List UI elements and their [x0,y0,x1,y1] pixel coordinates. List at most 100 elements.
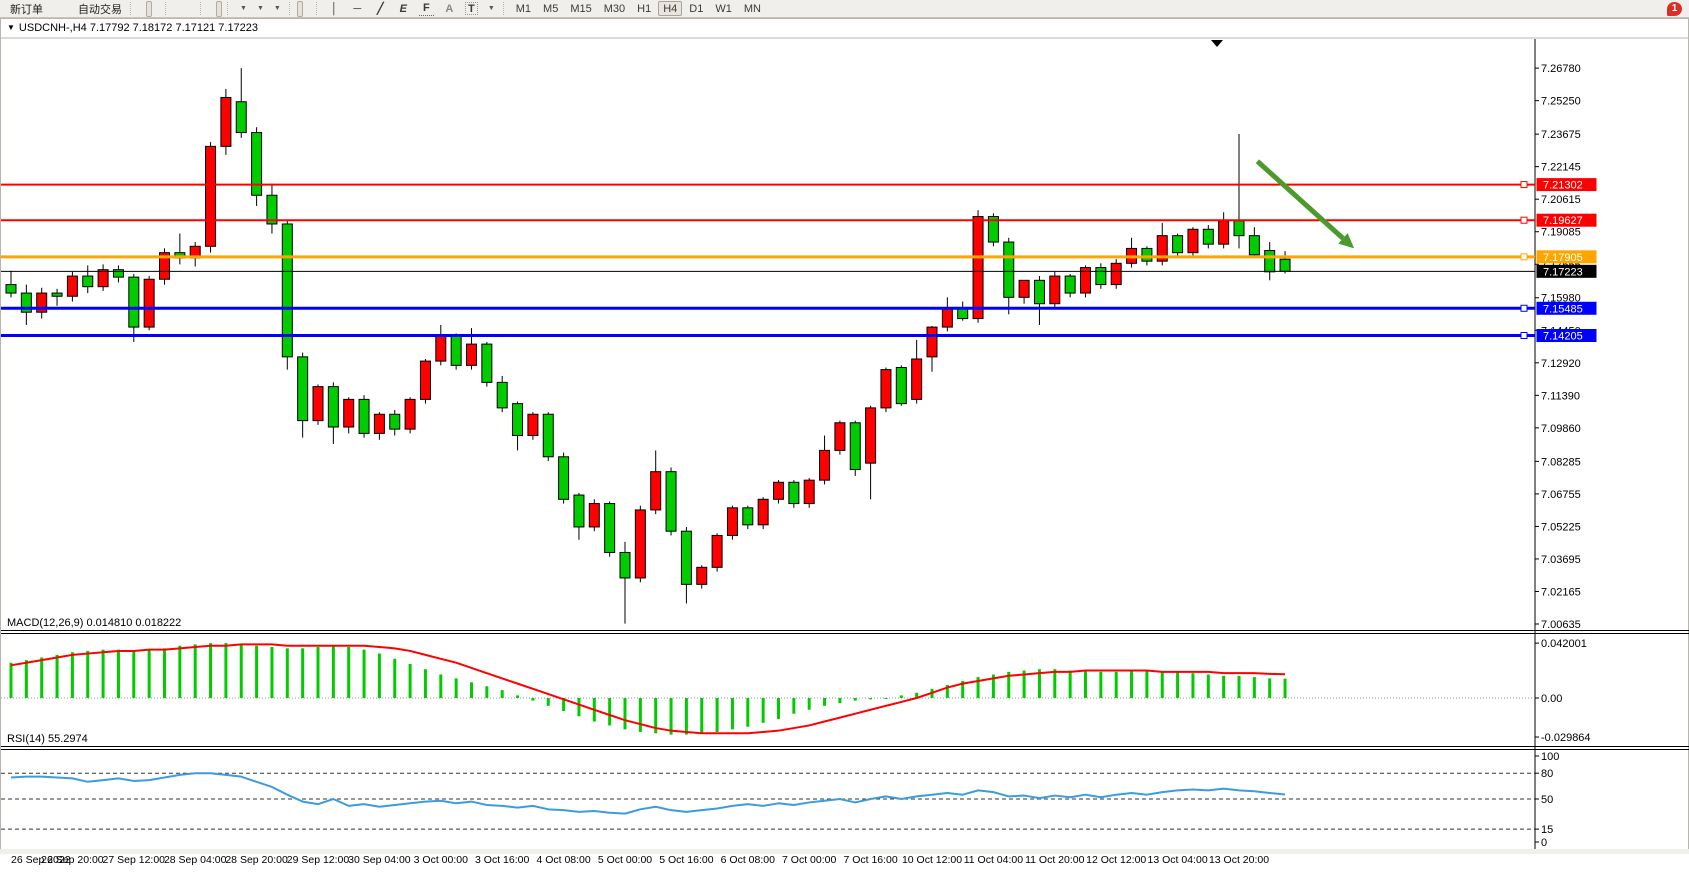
signals-button[interactable] [1,1,70,29]
candlestick-mode-button[interactable] [2,0,152,31]
rsi-tick-label: 50 [1541,794,1553,806]
zoom-out-button[interactable] [1,1,187,32]
auto-trading-button[interactable]: 自动交易 [0,1,125,33]
timeframe-button-w1[interactable]: W1 [715,2,732,15]
horizontal-line-tool-button[interactable]: ─ [347,1,368,17]
candle-body [1033,279,1045,305]
timeframe-button-m15[interactable]: M15 [570,2,592,15]
macd-bar [147,649,151,698]
periods-button[interactable]: ▼ [1,1,267,32]
macd-bar [270,647,274,698]
macd-bar [439,674,443,698]
time-axis-label: 6 Oct 08:00 [721,854,775,866]
svg-text:7.14205: 7.14205 [1543,330,1583,342]
macd-bar [500,690,504,698]
arrows-tool-button[interactable]: ▼ [2,1,498,30]
macd-bar [1191,673,1195,698]
text-tool-button[interactable]: A [439,1,460,17]
trendline-tool-button[interactable]: ╱ [370,1,391,17]
candle [849,420,861,476]
chart-shift-marker[interactable] [1211,40,1223,47]
candle-body [343,398,355,428]
candle [941,297,953,332]
timeframe-button-mn[interactable]: MN [743,2,761,15]
macd-bar [1099,671,1103,698]
candle [373,412,385,440]
candle [711,533,723,572]
line-handle[interactable] [1520,181,1528,189]
timeframe-button-m5[interactable]: M5 [543,2,559,15]
line-chart-mode-button[interactable] [0,1,160,30]
symbol-dropdown-icon[interactable]: ▼ [7,23,15,32]
price-tick-label: 7.26780 [1541,63,1581,75]
crosshair-tool-button[interactable] [1,1,311,31]
notifications-badge[interactable]: 1 [1667,1,1682,16]
time-axis-label: 5 Oct 16:00 [659,854,713,866]
svg-text:7.21302: 7.21302 [1543,180,1583,192]
new-order-button[interactable]: 新订单 [0,1,46,33]
auto-scroll-button[interactable] [3,1,214,30]
time-axis-label: 28 Sep 20:00 [225,854,288,866]
chart-shift-button[interactable] [1,0,222,30]
macd-bar [1084,670,1087,698]
candle-body [5,284,17,294]
timeframe-button-d1[interactable]: D1 [689,2,704,15]
trend-arrow-object[interactable] [1255,159,1355,249]
candle [189,242,201,267]
candle-body [711,534,723,568]
macd-bar [823,698,827,706]
candle-body [235,101,247,134]
indicators-button[interactable]: ▼ [0,1,284,32]
macd-bar [746,698,750,727]
line-handle[interactable] [1520,304,1528,312]
candle [512,401,524,451]
toolbar-separator [502,2,507,15]
timeframe-button-m1[interactable]: M1 [515,2,532,15]
candle-body [604,503,616,553]
price-badge: 7.14205 [1536,328,1597,342]
macd-bar [1037,669,1041,698]
candle-body [665,471,677,532]
candle [665,467,677,536]
time-axis-label: 30 Sep 04:00 [348,854,411,866]
candle-body [634,509,646,579]
price-tick-label: 7.06755 [1541,489,1581,501]
macd-bar [807,698,811,710]
candle [880,367,892,413]
line-handle[interactable] [1520,331,1528,339]
price-chart-canvas[interactable]: 7.26780 7.25250 7.23675 7.22145 7.20615 7.190… [1,37,1689,873]
candle [1187,227,1199,257]
zoom-in-button[interactable] [1,1,179,32]
auto-trading-label: 自动交易 [78,3,122,16]
candle-body [373,413,385,434]
candle-body [588,503,600,528]
candle-body [1003,241,1015,298]
candle [1218,212,1230,249]
svg-text:7.15485: 7.15485 [1543,303,1583,315]
line-handle[interactable] [1520,216,1528,224]
market-button[interactable] [2,1,62,31]
candle [895,365,907,406]
search-button[interactable] [1,1,1664,32]
macd-bar [24,660,28,698]
macd-bar [1176,671,1180,698]
metaeditor-button[interactable] [1,1,54,33]
new-chart-button[interactable]: ▼ [0,1,250,32]
timeframe-button-h1[interactable]: H1 [637,2,652,15]
macd-bar [485,686,489,698]
bar-chart-mode-button[interactable] [1,1,144,30]
candle-body [512,403,524,437]
timeframe-button-m30[interactable]: M30 [603,2,626,15]
timeframe-button-h4[interactable]: H4 [658,1,683,16]
line-handle[interactable] [1520,253,1528,261]
fibonacci-tool-button[interactable]: F [416,1,437,17]
macd-bar [362,649,366,698]
label-tool-button[interactable]: T [462,1,481,17]
chart-window[interactable]: 7.26780 7.25250 7.23675 7.22145 7.20615 7.190… [0,18,1689,866]
tile-windows-button[interactable] [0,1,195,32]
channel-tool-button[interactable]: E [393,1,414,17]
vertical-line-tool-button[interactable]: │ [324,1,345,17]
candle [97,264,109,291]
candle-body [680,530,692,585]
cursor-tool-button[interactable] [3,0,303,31]
